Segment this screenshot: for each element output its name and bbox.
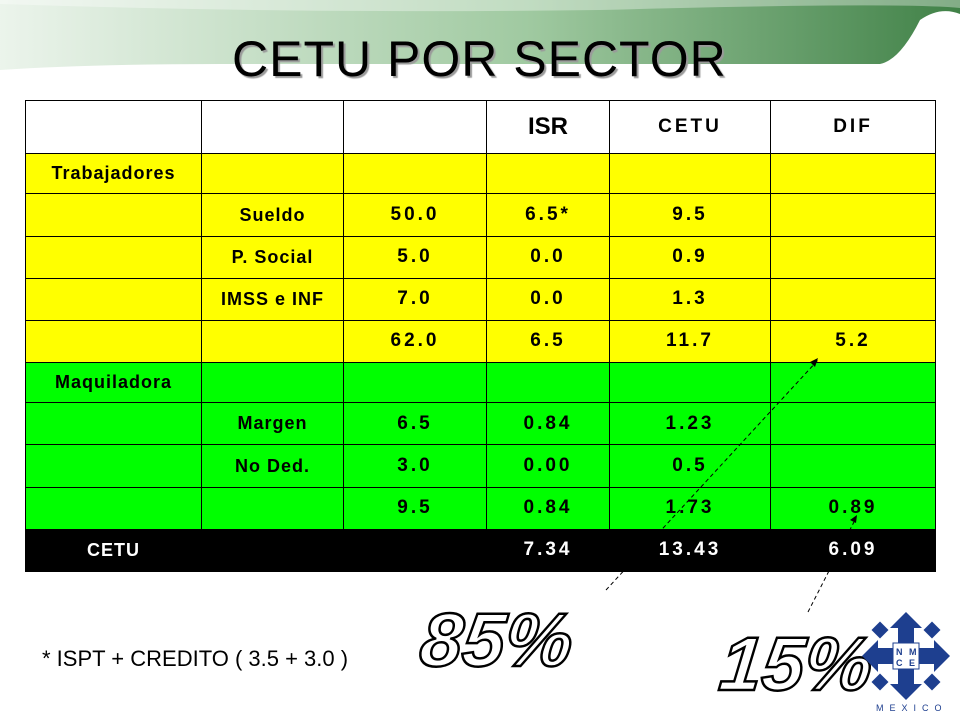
row-label-cell [25,319,202,364]
value-cell: 0.9 [609,235,771,279]
header-cell-isr: ISR [486,99,610,155]
table-row: 9.5 0.84 1.73 0.89 [25,486,936,530]
footnote: * ISPT + CREDITO ( 3.5 + 3.0 ) [42,646,349,671]
table-row: Margen 6.5 0.84 1.23 [25,402,936,446]
row-concept-cell [201,362,344,404]
header-cell-cetu: CETU [609,99,771,155]
value-cell: 9.5 [343,486,487,530]
row-concept-cell: IMSS e INF [201,277,344,321]
table-row: Trabajadores [25,153,936,195]
row-concept-cell: No Ded. [201,444,344,488]
cetu-table: ISR CETU DIF Trabajadores Sueldo 50.0 6.5* 9… [25,99,936,573]
value-cell [609,153,771,195]
table-row: IMSS e INF 7.0 0.0 1.3 [25,277,936,321]
top-banner [0,0,960,70]
row-label-cell [25,444,202,488]
value-cell [609,362,771,404]
table-row: Maquiladora [25,362,936,404]
value-cell: 50.0 [343,193,487,237]
value-cell: 0.84 [486,402,610,446]
value-cell: 1.3 [609,277,771,321]
value-cell: 0.00 [486,444,610,488]
row-label-cell [25,193,202,237]
value-cell: 7.34 [486,528,610,573]
logo-caption: MEXICO [876,703,948,713]
arrow-to-5-2 [605,359,819,591]
value-cell: 6.5* [486,193,610,237]
arrowhead-5-2 [810,358,818,367]
table-row: CETU 7.34 13.43 6.09 [25,528,936,573]
row-label-cell [25,235,202,279]
row-concept-cell: Margen [201,402,344,446]
value-cell: 6.5 [343,402,487,446]
value-cell: 1.23 [609,402,771,446]
table-header-row: ISR CETU DIF [25,99,936,155]
value-cell [343,528,487,573]
header-cell [25,99,202,155]
value-cell: 9.5 [609,193,771,237]
header-cell-dif: DIF [770,99,936,155]
callout-85-percent: 85% [416,598,577,683]
table-row: P. Social 5.0 0.0 0.9 [25,235,936,279]
value-cell [770,362,936,404]
value-cell: 1.73 [609,486,771,530]
value-cell: 6.5 [486,319,610,364]
row-label-cell: Trabajadores [25,153,202,195]
value-cell: 0.5 [609,444,771,488]
value-cell: 11.7 [609,319,771,364]
row-concept-cell [201,486,344,530]
row-concept-cell [201,153,344,195]
logo-letter: M [909,647,917,657]
row-concept-cell [201,319,344,364]
row-label-cell: CETU [25,528,202,573]
logo-letter: C [896,658,903,668]
table-row: Sueldo 50.0 6.5* 9.5 [25,193,936,237]
row-label-cell [25,486,202,530]
value-cell: 0.89 [770,486,936,530]
header-cell [201,99,344,155]
row-label-cell [25,277,202,321]
row-concept-cell: Sueldo [201,193,344,237]
value-cell [770,193,936,237]
table-row: No Ded. 3.0 0.00 0.5 [25,444,936,488]
value-cell: 62.0 [343,319,487,364]
value-cell [770,277,936,321]
value-cell: 7.0 [343,277,487,321]
arrowhead-0-89 [850,515,857,523]
value-cell [343,153,487,195]
logo-letter: E [909,658,915,668]
value-cell: 13.43 [609,528,771,573]
value-cell [770,153,936,195]
arrow-to-0-89 [807,517,857,613]
slide-title: CETU POR SECTOR [232,31,727,87]
logo-letter: N [896,647,903,657]
value-cell: 0.0 [486,277,610,321]
value-cell [770,402,936,446]
value-cell: 0.0 [486,235,610,279]
value-cell: 3.0 [343,444,487,488]
table-row: 62.0 6.5 11.7 5.2 [25,319,936,364]
value-cell [770,444,936,488]
value-cell [343,362,487,404]
row-label-cell: Maquiladora [25,362,202,404]
row-concept-cell: P. Social [201,235,344,279]
value-cell [770,235,936,279]
value-cell: 6.09 [770,528,936,573]
callout-15-percent: 15% [716,622,877,707]
value-cell: 5.0 [343,235,487,279]
value-cell [486,362,610,404]
row-label-cell [25,402,202,446]
row-concept-cell [201,528,344,573]
